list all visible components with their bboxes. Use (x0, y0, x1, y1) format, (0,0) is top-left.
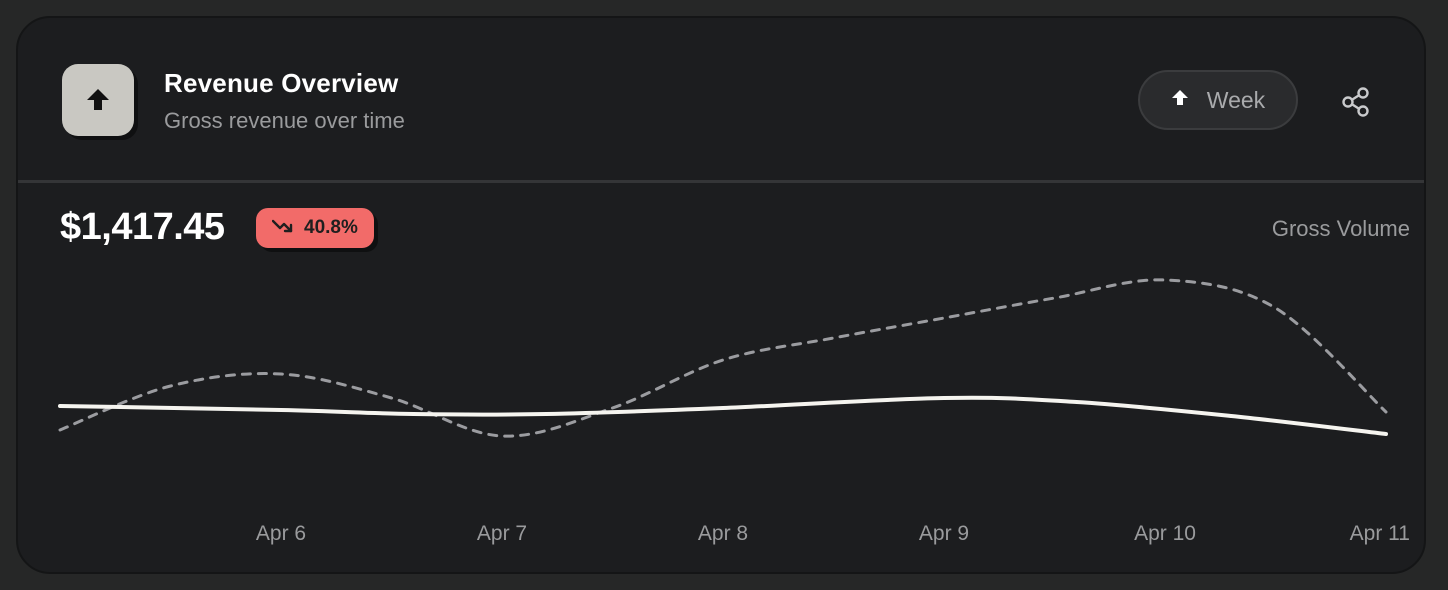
revenue-card: Revenue Overview Gross revenue over time… (16, 16, 1426, 574)
revenue-line-chart: Apr 6 Apr 7 Apr 8 Apr 9 Apr 10 Apr 11 (58, 278, 1410, 545)
series-line-solid (58, 395, 1388, 436)
period-select-button[interactable]: Week (1138, 70, 1298, 130)
x-tick-label: Apr 11 (1350, 522, 1410, 545)
arrow-up-icon (62, 64, 134, 136)
card-header: Revenue Overview Gross revenue over time… (18, 18, 1424, 182)
x-tick-label: Apr 8 (698, 522, 748, 545)
arrow-up-icon (1171, 89, 1189, 112)
x-tick-label: Apr 10 (1134, 522, 1196, 545)
card-subtitle: Gross revenue over time (164, 108, 405, 133)
change-badge: 40.8% (256, 208, 374, 248)
series-layer (58, 278, 1388, 438)
change-value: 40.8% (304, 217, 358, 238)
series-line-dashed (58, 278, 1388, 438)
trend-down-icon (271, 218, 294, 239)
header-divider (18, 180, 1424, 183)
x-tick-label: Apr 9 (919, 522, 969, 545)
total-amount: $1,417.45 (60, 206, 225, 248)
card-title: Revenue Overview (164, 68, 399, 98)
legend-label: Gross Volume (1271, 216, 1410, 241)
x-tick-label: Apr 7 (477, 522, 527, 545)
share-icon (1342, 87, 1369, 117)
share-button[interactable] (1336, 82, 1376, 122)
x-axis-ticks: Apr 6 Apr 7 Apr 8 Apr 9 Apr 10 Apr 11 (256, 522, 1410, 545)
period-label: Week (1206, 86, 1266, 113)
x-tick-label: Apr 6 (256, 522, 306, 545)
